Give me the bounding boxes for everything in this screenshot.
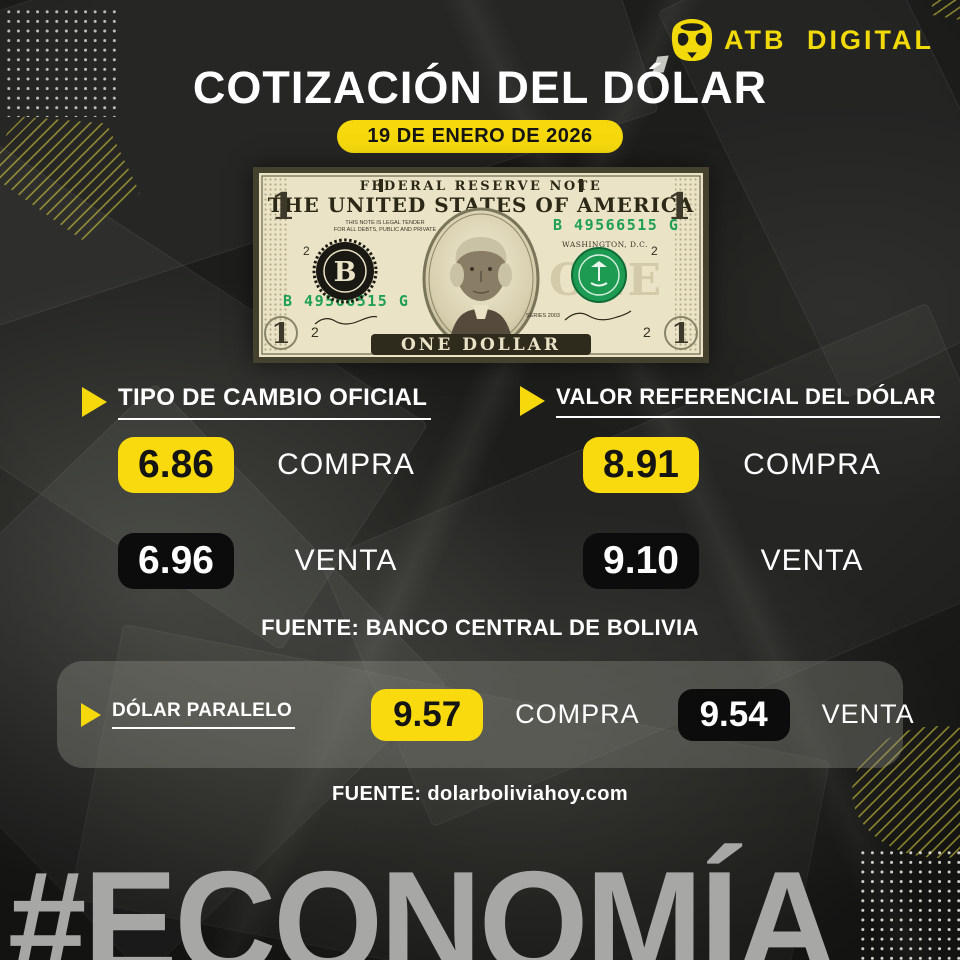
bill-plate-number: 2 [303, 244, 310, 258]
date-badge: 19 DE ENERO DE 2026 [337, 120, 623, 153]
bill-bottom-banner [371, 334, 591, 355]
official-buy-label: COMPRA [277, 448, 415, 481]
dot-grid-top-left [4, 7, 120, 117]
bill-plate-number: 2 [651, 244, 658, 258]
bill-top-label: FEDERAL RESERVE NOTE [360, 179, 603, 194]
bill-corner-one: 1 [671, 317, 690, 350]
referential-section-header: VALOR REFERENCIAL DEL DÓLAR [520, 384, 940, 418]
official-buy-value: 6.86 [118, 437, 234, 493]
bill-legal-line2: FOR ALL DEBTS, PUBLIC AND PRIVATE [334, 227, 437, 233]
bill-corner-one: 1 [271, 317, 290, 350]
bill-serial-top: B 49566515 G [553, 216, 679, 234]
bill-series-label: SERIES 2003 [526, 313, 560, 319]
bill-black-seal: B [312, 238, 378, 304]
brand-logo-text: ATB DIGITAL [724, 24, 934, 55]
parallel-sell-label: VENTA [821, 699, 915, 729]
dollar-bill-image: FEDERAL RESERVE NOTE THE UNITED STATES O… [253, 167, 709, 363]
bill-corner-one: 1 [270, 186, 295, 228]
bill-legal-line1: THIS NOTE IS LEGAL TENDER [345, 220, 424, 226]
bill-denomination: ONE DOLLAR [401, 335, 561, 355]
parallel-buy-value: 9.57 [371, 688, 484, 741]
referential-heading: VALOR REFERENCIAL DEL DÓLAR [556, 384, 940, 418]
official-sell-label: VENTA [294, 544, 398, 577]
dot-grid-bottom-right [858, 848, 960, 960]
bill-signature-right [564, 310, 632, 321]
brand-logo: ATB DIGITAL [669, 18, 934, 62]
parallel-dollar-panel: DÓLAR PARALELO 9.57 COMPRA 9.54 VENTA [57, 661, 914, 768]
bill-plate-number: 2 [311, 324, 319, 340]
bill-plate-number: 2 [643, 324, 651, 340]
bill-portrait [422, 207, 540, 351]
referential-buy-value: 8.91 [583, 437, 699, 493]
arrow-right-icon [82, 387, 107, 417]
bill-signature-left [314, 315, 378, 325]
atb-logo-icon [671, 18, 713, 62]
page-title: COTIZACIÓN DEL DÓLAR [192, 62, 768, 113]
official-source-text: FUENTE: BANCO CENTRAL DE BOLIVIA [261, 615, 699, 640]
bill-green-seal [571, 247, 627, 303]
referential-buy-label: COMPRA [743, 448, 881, 481]
bill-serial-bottom: B 49566515 G [283, 292, 409, 310]
arrow-right-icon [81, 702, 101, 727]
bill-corner-one: 1 [666, 186, 691, 228]
hashtag-footer: #ECONOMÍA [8, 840, 838, 960]
bill-seal-letter: B [334, 257, 357, 288]
referential-sell-value: 9.10 [583, 533, 699, 589]
arrow-right-icon [520, 386, 545, 416]
official-sell-value: 6.96 [118, 533, 234, 589]
official-section-header: TIPO DE CAMBIO OFICIAL [82, 384, 432, 420]
parallel-sell-value: 9.54 [677, 688, 790, 741]
parallel-source-text: FUENTE: dolarboliviahoy.com [331, 783, 628, 805]
bill-city-label: WASHINGTON, D.C. [562, 240, 648, 249]
official-heading: TIPO DE CAMBIO OFICIAL [118, 384, 432, 420]
parallel-buy-label: COMPRA [515, 699, 640, 729]
referential-sell-label: VENTA [760, 544, 864, 577]
parallel-heading: DÓLAR PARALELO [112, 700, 296, 729]
